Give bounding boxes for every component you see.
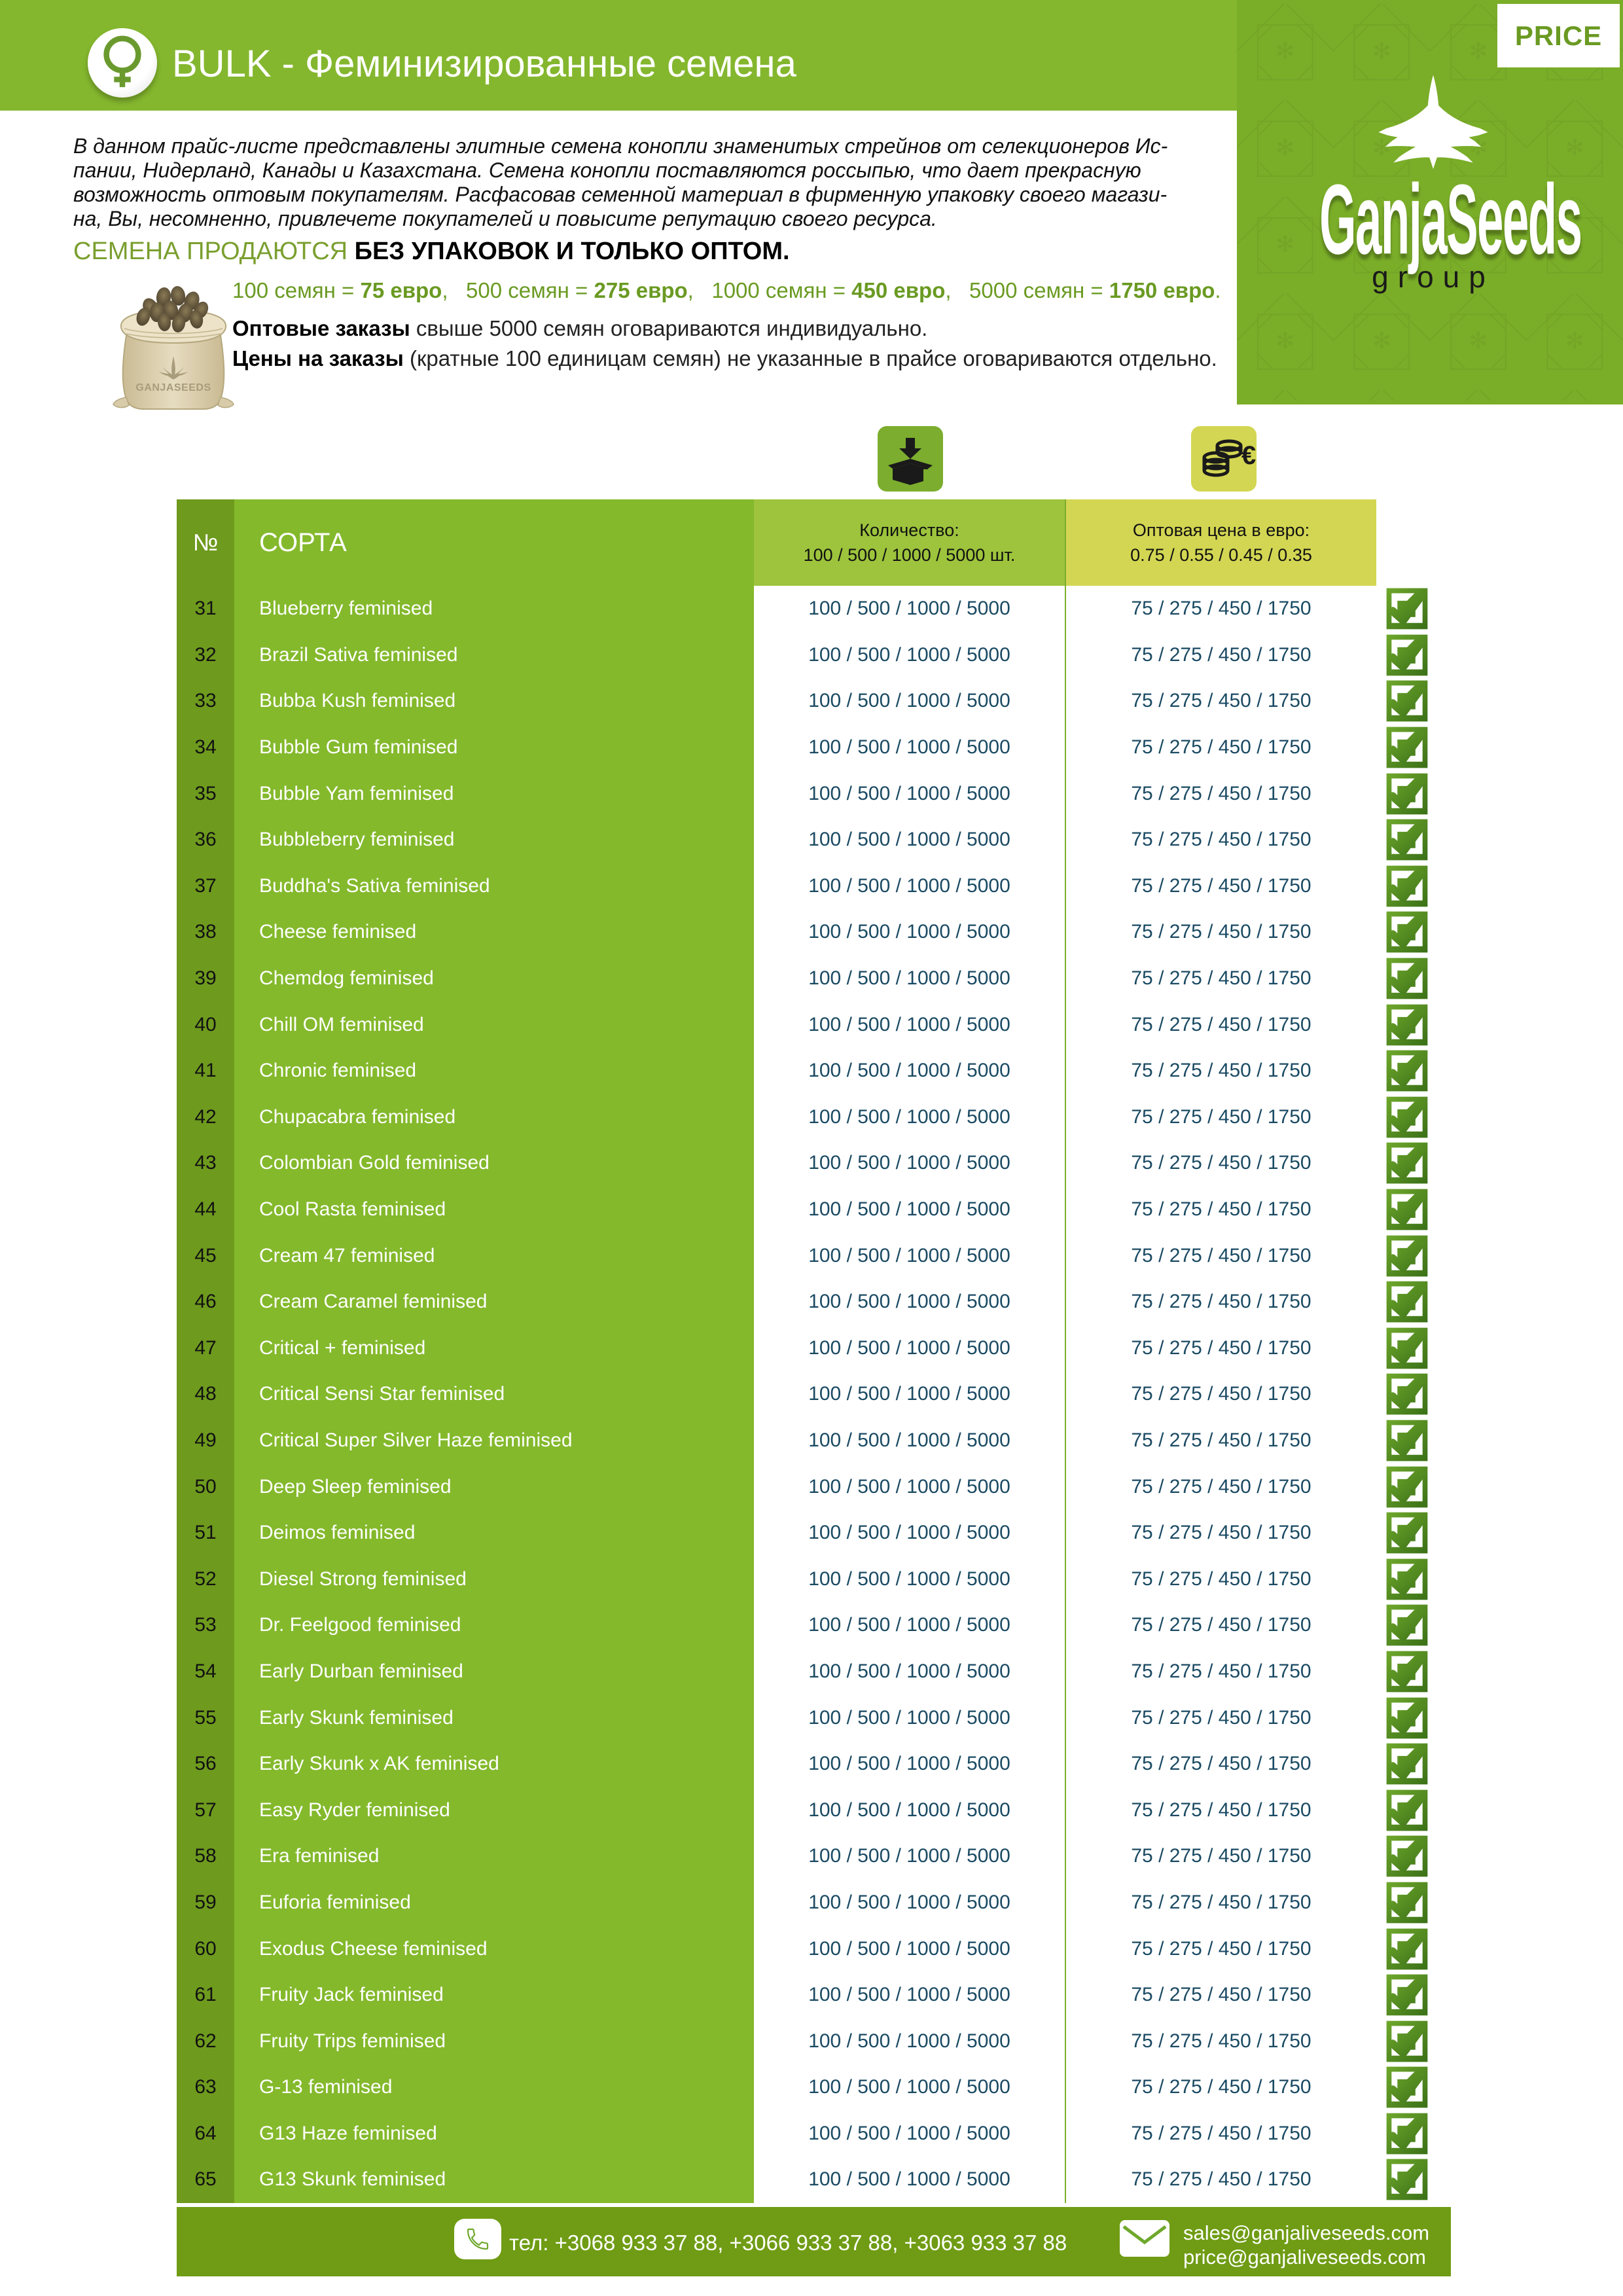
- svg-text:GANJASEEDS: GANJASEEDS: [135, 382, 211, 393]
- svg-text:€: €: [1241, 441, 1256, 470]
